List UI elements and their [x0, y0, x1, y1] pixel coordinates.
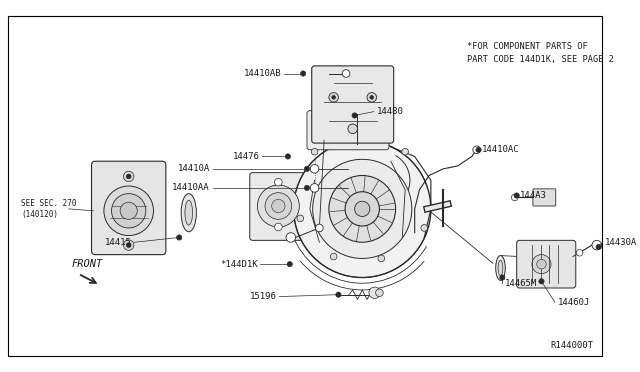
Circle shape: [304, 185, 310, 190]
Ellipse shape: [181, 194, 196, 232]
Circle shape: [111, 194, 146, 228]
FancyBboxPatch shape: [312, 66, 394, 143]
Circle shape: [297, 215, 303, 222]
Polygon shape: [294, 140, 427, 257]
FancyBboxPatch shape: [516, 240, 576, 288]
Circle shape: [369, 287, 380, 298]
Ellipse shape: [185, 200, 193, 225]
Circle shape: [126, 174, 131, 179]
Circle shape: [511, 194, 518, 201]
Circle shape: [124, 171, 134, 182]
Circle shape: [330, 253, 337, 260]
Circle shape: [476, 147, 481, 153]
Circle shape: [355, 201, 370, 217]
Circle shape: [500, 275, 505, 280]
Text: 15196: 15196: [250, 292, 276, 301]
Circle shape: [329, 93, 339, 102]
Circle shape: [576, 249, 583, 256]
Text: 14410AA: 14410AA: [172, 183, 210, 192]
Circle shape: [275, 223, 282, 231]
Text: *FOR COMPONENT PARTS OF
PART CODE 144D1K, SEE PAGE 2: *FOR COMPONENT PARTS OF PART CODE 144D1K…: [467, 42, 614, 64]
Circle shape: [402, 148, 408, 155]
Circle shape: [294, 140, 431, 278]
Circle shape: [348, 124, 358, 134]
Circle shape: [285, 154, 291, 159]
Circle shape: [126, 243, 131, 247]
FancyBboxPatch shape: [92, 161, 166, 255]
Text: 14410AB: 14410AB: [244, 69, 281, 78]
Circle shape: [514, 193, 519, 198]
Circle shape: [421, 225, 428, 231]
Circle shape: [311, 148, 318, 155]
Text: SEE SEC. 270
(140120): SEE SEC. 270 (140120): [21, 199, 76, 219]
Circle shape: [376, 289, 383, 296]
Circle shape: [275, 178, 282, 186]
Circle shape: [329, 176, 396, 242]
Circle shape: [257, 185, 300, 227]
Text: 14480: 14480: [376, 107, 403, 116]
Text: FRONT: FRONT: [72, 259, 103, 269]
Circle shape: [592, 240, 602, 250]
Circle shape: [316, 224, 323, 232]
Circle shape: [596, 244, 602, 250]
Text: 14410A: 14410A: [177, 164, 210, 173]
Circle shape: [310, 184, 319, 192]
Circle shape: [539, 279, 544, 284]
Circle shape: [265, 193, 292, 219]
Circle shape: [473, 146, 481, 154]
Circle shape: [286, 233, 296, 242]
Circle shape: [177, 235, 182, 240]
Ellipse shape: [496, 256, 505, 280]
Circle shape: [313, 159, 412, 259]
Circle shape: [310, 164, 319, 173]
FancyBboxPatch shape: [307, 111, 389, 150]
Circle shape: [537, 259, 546, 269]
Circle shape: [124, 240, 134, 250]
Circle shape: [352, 113, 357, 118]
Circle shape: [104, 186, 154, 235]
FancyBboxPatch shape: [250, 173, 308, 240]
Text: 14430A: 14430A: [605, 238, 637, 247]
Text: 14460J: 14460J: [557, 298, 590, 307]
Text: 14465M: 14465M: [505, 279, 538, 288]
Circle shape: [342, 70, 350, 77]
Circle shape: [272, 199, 285, 213]
Circle shape: [345, 192, 380, 226]
Circle shape: [370, 96, 374, 99]
Circle shape: [304, 166, 310, 171]
Circle shape: [532, 255, 551, 274]
Text: 14476: 14476: [232, 152, 259, 161]
Circle shape: [367, 93, 376, 102]
FancyBboxPatch shape: [533, 189, 556, 206]
Text: 14410AC: 14410AC: [481, 145, 519, 154]
Ellipse shape: [498, 260, 503, 276]
Text: *144D1K: *144D1K: [220, 260, 257, 269]
Circle shape: [300, 71, 306, 76]
Text: R144000T: R144000T: [550, 341, 593, 350]
Circle shape: [120, 202, 137, 219]
Text: 144A3: 144A3: [520, 191, 547, 200]
Text: 14415: 14415: [105, 238, 132, 247]
Circle shape: [332, 96, 335, 99]
Circle shape: [336, 292, 341, 297]
Circle shape: [287, 262, 292, 267]
Circle shape: [378, 255, 385, 262]
